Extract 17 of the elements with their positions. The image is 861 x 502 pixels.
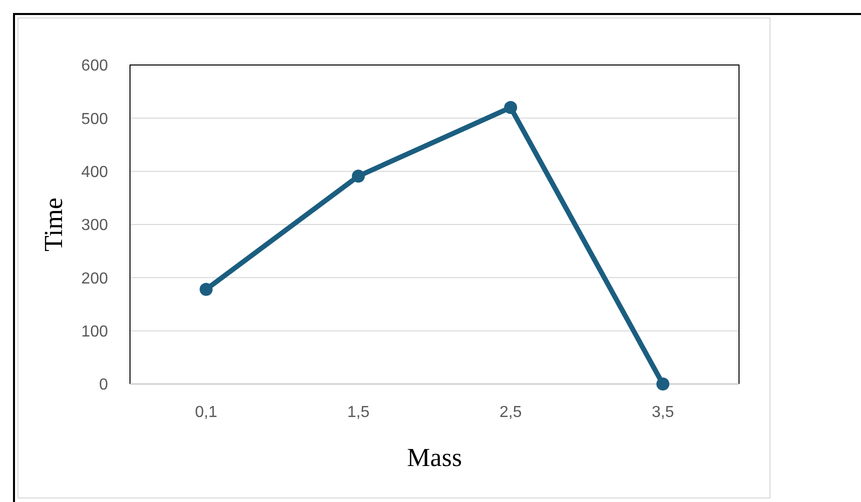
- y-tick-label: 200: [81, 270, 108, 288]
- y-tick-label: 600: [81, 58, 108, 75]
- y-tick-label: 300: [81, 217, 108, 234]
- y-tick-label: 400: [81, 164, 108, 181]
- x-tick-label: 1,5: [347, 404, 370, 421]
- x-tick-label: 0,1: [195, 404, 218, 421]
- point: [504, 101, 518, 114]
- y-tick-label: 100: [81, 323, 108, 340]
- point: [352, 170, 365, 183]
- y-axis-title: Time: [39, 198, 68, 252]
- y-tick-label: 500: [81, 110, 108, 128]
- x-axis-title: Mass: [407, 443, 462, 472]
- point: [200, 282, 213, 296]
- x-tick-label: 3,5: [652, 404, 674, 421]
- x-tick-label: 2,5: [500, 404, 522, 421]
- y-tick-label: 0: [99, 376, 108, 394]
- point: [656, 378, 670, 390]
